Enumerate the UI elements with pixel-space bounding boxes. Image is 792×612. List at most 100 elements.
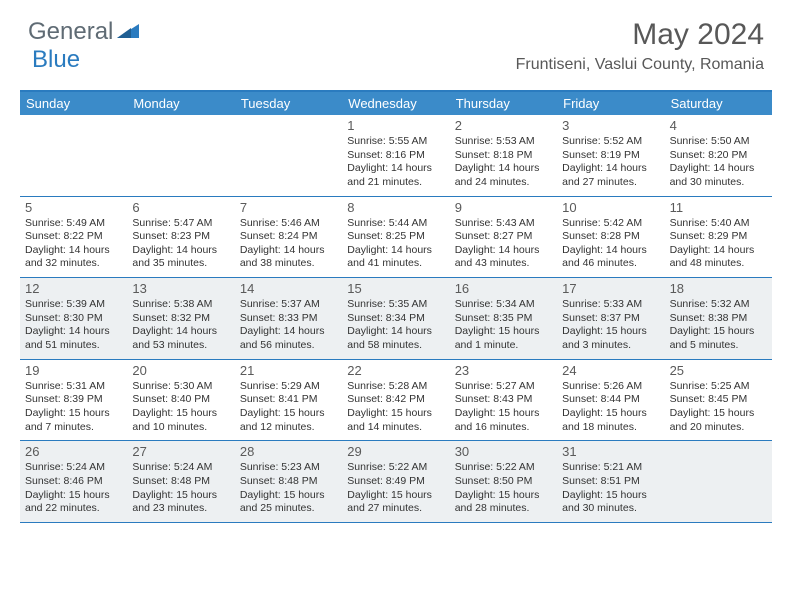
day-info-line: and 12 minutes. <box>240 421 337 435</box>
day-info-line: Sunset: 8:48 PM <box>132 475 229 489</box>
day-info-line: and 1 minute. <box>455 339 552 353</box>
day-info-line: Sunset: 8:41 PM <box>240 393 337 407</box>
logo-triangle-icon <box>117 22 139 43</box>
day-info-line: Daylight: 14 hours <box>240 325 337 339</box>
day-info-line: and 25 minutes. <box>240 502 337 516</box>
day-info-line: Daylight: 14 hours <box>670 244 767 258</box>
header: General May 2024 Fruntiseni, Vaslui Coun… <box>0 0 792 82</box>
calendar: SundayMondayTuesdayWednesdayThursdayFrid… <box>20 90 772 523</box>
day-number: 8 <box>347 200 444 215</box>
day-info-line: Daylight: 14 hours <box>670 162 767 176</box>
day-number: 15 <box>347 281 444 296</box>
day-info-line: Sunset: 8:35 PM <box>455 312 552 326</box>
day-info-line: Sunrise: 5:24 AM <box>132 461 229 475</box>
day-info-line: Sunset: 8:27 PM <box>455 230 552 244</box>
logo-text-2: Blue <box>32 46 80 73</box>
day-cell <box>20 115 127 196</box>
day-number: 21 <box>240 363 337 378</box>
day-info-line: Daylight: 15 hours <box>240 489 337 503</box>
weekday-header: Sunday <box>20 92 127 115</box>
day-number: 14 <box>240 281 337 296</box>
day-info-line: Sunset: 8:30 PM <box>25 312 122 326</box>
weekday-header-row: SundayMondayTuesdayWednesdayThursdayFrid… <box>20 92 772 115</box>
day-info-line: Sunrise: 5:55 AM <box>347 135 444 149</box>
day-cell: 26Sunrise: 5:24 AMSunset: 8:46 PMDayligh… <box>20 441 127 522</box>
day-info-line: Sunset: 8:42 PM <box>347 393 444 407</box>
day-number: 23 <box>455 363 552 378</box>
day-info-line: Sunrise: 5:27 AM <box>455 380 552 394</box>
day-cell: 2Sunrise: 5:53 AMSunset: 8:18 PMDaylight… <box>450 115 557 196</box>
day-cell: 25Sunrise: 5:25 AMSunset: 8:45 PMDayligh… <box>665 360 772 441</box>
day-info-line: Sunrise: 5:42 AM <box>562 217 659 231</box>
day-number: 19 <box>25 363 122 378</box>
day-number: 3 <box>562 118 659 133</box>
day-info-line: Daylight: 15 hours <box>670 325 767 339</box>
day-number: 26 <box>25 444 122 459</box>
day-info-line: and 18 minutes. <box>562 421 659 435</box>
day-info-line: Sunrise: 5:47 AM <box>132 217 229 231</box>
day-number: 20 <box>132 363 229 378</box>
day-info-line: Daylight: 15 hours <box>455 325 552 339</box>
day-cell: 20Sunrise: 5:30 AMSunset: 8:40 PMDayligh… <box>127 360 234 441</box>
day-cell: 22Sunrise: 5:28 AMSunset: 8:42 PMDayligh… <box>342 360 449 441</box>
day-info-line: and 35 minutes. <box>132 257 229 271</box>
day-info-line: and 41 minutes. <box>347 257 444 271</box>
day-number: 22 <box>347 363 444 378</box>
day-info-line: Daylight: 14 hours <box>347 162 444 176</box>
day-number: 30 <box>455 444 552 459</box>
day-info-line: Daylight: 15 hours <box>347 489 444 503</box>
day-info-line: and 43 minutes. <box>455 257 552 271</box>
day-info-line: Sunset: 8:33 PM <box>240 312 337 326</box>
day-info-line: Daylight: 15 hours <box>132 489 229 503</box>
day-info-line: and 38 minutes. <box>240 257 337 271</box>
day-cell <box>235 115 342 196</box>
day-info-line: Daylight: 15 hours <box>562 407 659 421</box>
day-info-line: Sunrise: 5:22 AM <box>347 461 444 475</box>
day-info-line: Sunset: 8:23 PM <box>132 230 229 244</box>
day-info-line: Sunrise: 5:21 AM <box>562 461 659 475</box>
week-row: 12Sunrise: 5:39 AMSunset: 8:30 PMDayligh… <box>20 278 772 360</box>
day-info-line: Sunset: 8:22 PM <box>25 230 122 244</box>
day-info-line: and 21 minutes. <box>347 176 444 190</box>
day-info-line: Sunrise: 5:33 AM <box>562 298 659 312</box>
weekday-header: Tuesday <box>235 92 342 115</box>
month-title: May 2024 <box>516 18 764 52</box>
day-info-line: Sunrise: 5:28 AM <box>347 380 444 394</box>
day-info-line: Sunrise: 5:29 AM <box>240 380 337 394</box>
day-info-line: Sunset: 8:44 PM <box>562 393 659 407</box>
day-info-line: Sunrise: 5:37 AM <box>240 298 337 312</box>
day-info-line: Daylight: 14 hours <box>562 162 659 176</box>
day-info-line: Sunrise: 5:35 AM <box>347 298 444 312</box>
day-info-line: Daylight: 14 hours <box>132 325 229 339</box>
day-cell: 18Sunrise: 5:32 AMSunset: 8:38 PMDayligh… <box>665 278 772 359</box>
day-cell: 28Sunrise: 5:23 AMSunset: 8:48 PMDayligh… <box>235 441 342 522</box>
day-info-line: Daylight: 14 hours <box>25 325 122 339</box>
weeks-container: 1Sunrise: 5:55 AMSunset: 8:16 PMDaylight… <box>20 115 772 523</box>
day-number: 4 <box>670 118 767 133</box>
day-info-line: Sunset: 8:38 PM <box>670 312 767 326</box>
day-info-line: Sunset: 8:16 PM <box>347 149 444 163</box>
day-number: 17 <box>562 281 659 296</box>
logo: General <box>28 18 141 46</box>
day-info-line: and 48 minutes. <box>670 257 767 271</box>
day-info-line: Sunset: 8:50 PM <box>455 475 552 489</box>
day-number: 16 <box>455 281 552 296</box>
day-info-line: and 24 minutes. <box>455 176 552 190</box>
day-number: 24 <box>562 363 659 378</box>
day-cell: 23Sunrise: 5:27 AMSunset: 8:43 PMDayligh… <box>450 360 557 441</box>
weekday-header: Monday <box>127 92 234 115</box>
day-info-line: Daylight: 15 hours <box>455 407 552 421</box>
day-info-line: Sunrise: 5:39 AM <box>25 298 122 312</box>
day-info-line: Sunset: 8:25 PM <box>347 230 444 244</box>
day-info-line: Daylight: 14 hours <box>240 244 337 258</box>
day-info-line: Sunset: 8:45 PM <box>670 393 767 407</box>
day-cell: 3Sunrise: 5:52 AMSunset: 8:19 PMDaylight… <box>557 115 664 196</box>
day-cell <box>127 115 234 196</box>
week-row: 26Sunrise: 5:24 AMSunset: 8:46 PMDayligh… <box>20 441 772 523</box>
day-info-line: Sunset: 8:28 PM <box>562 230 659 244</box>
week-row: 1Sunrise: 5:55 AMSunset: 8:16 PMDaylight… <box>20 115 772 197</box>
day-cell: 24Sunrise: 5:26 AMSunset: 8:44 PMDayligh… <box>557 360 664 441</box>
day-info-line: and 27 minutes. <box>347 502 444 516</box>
day-info-line: and 16 minutes. <box>455 421 552 435</box>
day-cell: 1Sunrise: 5:55 AMSunset: 8:16 PMDaylight… <box>342 115 449 196</box>
